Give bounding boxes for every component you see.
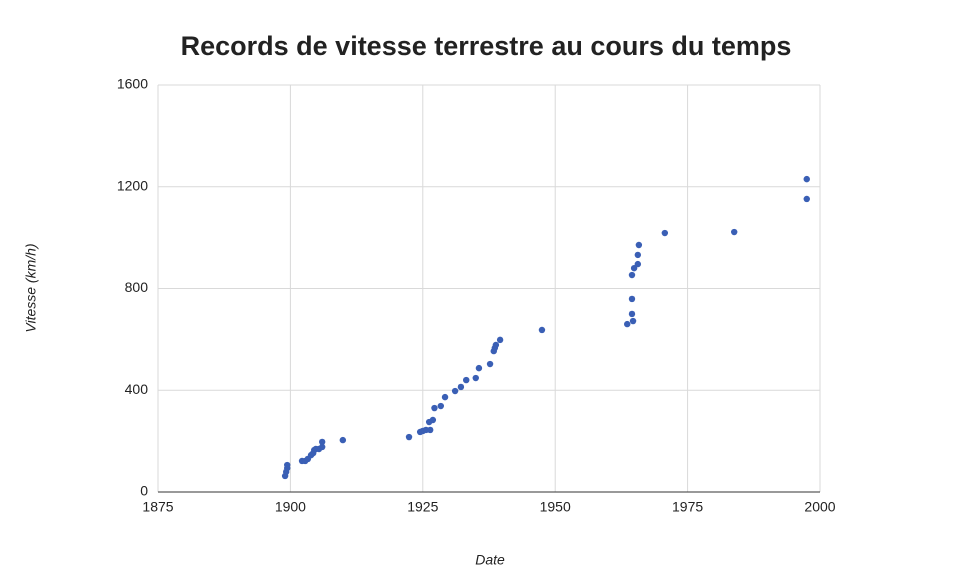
point (635, 241, 643, 249)
point (628, 310, 636, 318)
y-tick-label: 1200 (117, 177, 148, 193)
point (803, 175, 810, 183)
point (405, 433, 413, 441)
x-tick-label: 1975 (672, 499, 703, 515)
point (629, 317, 637, 325)
point (339, 436, 347, 444)
point (731, 228, 738, 236)
point (630, 264, 638, 272)
point (451, 387, 459, 395)
x-tick-label: 1925 (407, 499, 438, 515)
point (634, 260, 642, 268)
point (475, 364, 483, 372)
point (318, 443, 326, 451)
point (496, 336, 504, 344)
point (284, 461, 291, 469)
point (318, 438, 326, 446)
x-axis-label: Date (475, 552, 505, 568)
x-tick-label: 2000 (804, 499, 835, 515)
point (634, 251, 642, 259)
point (803, 195, 810, 203)
point (661, 229, 669, 237)
point (427, 426, 434, 434)
point (429, 416, 437, 424)
x-tick-label: 1950 (540, 499, 571, 515)
x-tick-label: 1900 (275, 499, 306, 515)
point (472, 374, 479, 382)
x-tick-label: 1875 (142, 499, 173, 515)
point (628, 271, 636, 279)
chart-title: Records de vitesse terrestre au cours du… (181, 31, 792, 61)
y-axis-label: Vitesse (km/h) (23, 243, 39, 332)
point (628, 295, 636, 303)
y-tick-label: 1600 (117, 76, 148, 92)
point (538, 326, 546, 334)
point (441, 393, 449, 401)
y-tick-label: 800 (125, 279, 149, 295)
point (492, 341, 500, 349)
point (431, 404, 438, 412)
point (486, 360, 494, 368)
y-tick-label: 400 (125, 381, 149, 397)
y-tick-label: 0 (140, 483, 148, 499)
point (463, 376, 470, 384)
point (437, 402, 445, 410)
point (624, 320, 631, 328)
point (457, 383, 465, 391)
